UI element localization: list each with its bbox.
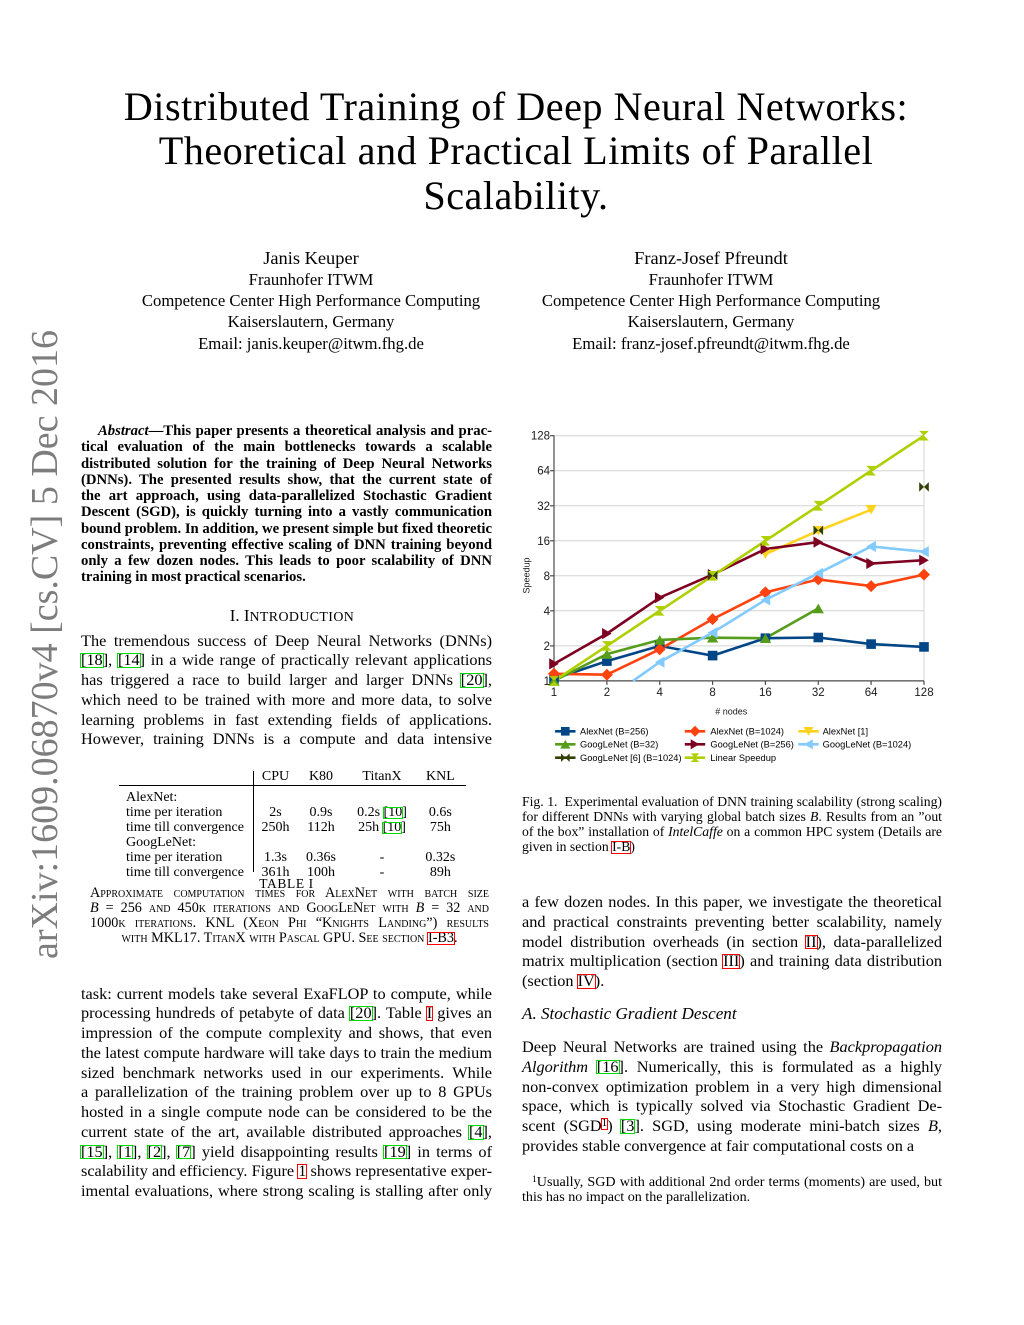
svg-text:Speedup: Speedup — [522, 557, 532, 593]
svg-text:16: 16 — [759, 687, 772, 699]
svg-text:1: 1 — [544, 676, 550, 688]
svg-text:8: 8 — [709, 687, 715, 699]
svg-text:AlexNet [1]: AlexNet [1] — [823, 727, 868, 737]
svg-text:2: 2 — [604, 687, 610, 699]
svg-text:AlexNet (B=1024): AlexNet (B=1024) — [710, 727, 784, 737]
svg-text:128: 128 — [531, 431, 550, 443]
svg-text:Linear Speedup: Linear Speedup — [710, 753, 776, 763]
svg-text:4: 4 — [544, 606, 551, 618]
svg-text:1: 1 — [551, 687, 557, 699]
svg-text:32: 32 — [812, 687, 825, 699]
svg-text:64: 64 — [865, 687, 878, 699]
svg-text:8: 8 — [544, 571, 550, 583]
svg-text:GoogLeNet (B=1024): GoogLeNet (B=1024) — [823, 740, 912, 750]
svg-text:128: 128 — [914, 687, 933, 699]
svg-text:32: 32 — [537, 501, 550, 513]
svg-text:AlexNet (B=256): AlexNet (B=256) — [580, 727, 648, 737]
svg-text:4: 4 — [656, 687, 663, 699]
svg-text:# nodes: # nodes — [715, 707, 748, 717]
svg-text:GoogLeNet (B=256): GoogLeNet (B=256) — [710, 740, 793, 750]
svg-text:GoogLeNet [6] (B=1024): GoogLeNet [6] (B=1024) — [580, 753, 682, 763]
svg-text:16: 16 — [537, 536, 550, 548]
svg-text:64: 64 — [537, 466, 550, 478]
svg-text:GoogLeNet (B=32): GoogLeNet (B=32) — [580, 740, 658, 750]
svg-text:2: 2 — [544, 641, 550, 653]
